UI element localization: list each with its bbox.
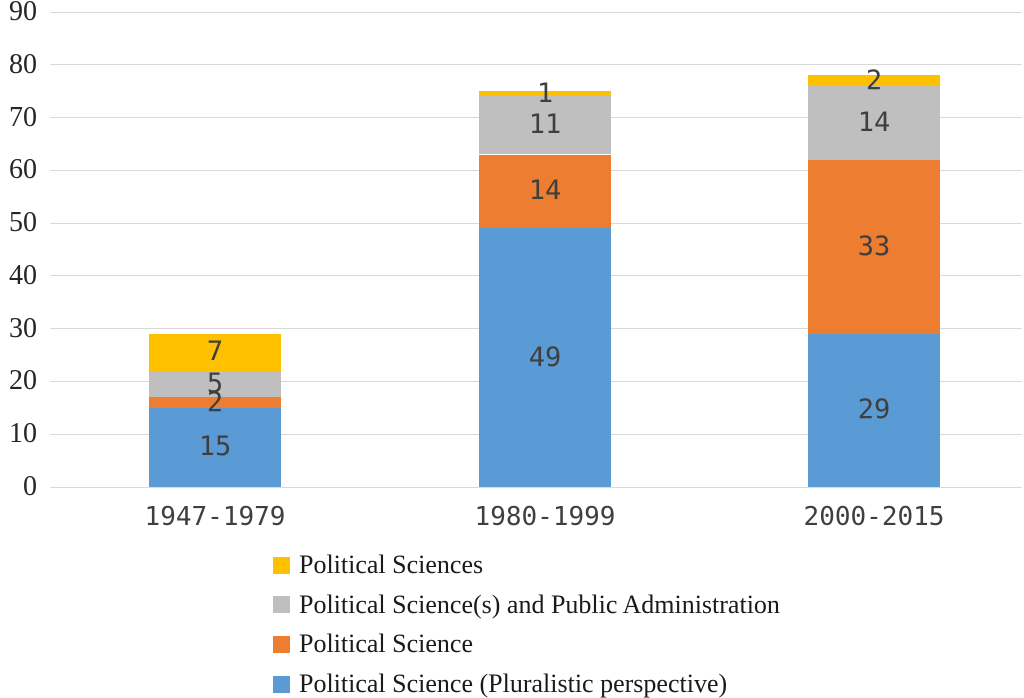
y-axis-tick-label: 90 xyxy=(9,0,37,27)
bar-segment xyxy=(808,159,940,334)
data-label: 14 xyxy=(528,175,562,207)
bar-segment xyxy=(149,333,281,371)
y-axis-tick-label: 0 xyxy=(23,471,37,502)
y-axis-tick-label: 70 xyxy=(9,101,37,133)
data-label: 11 xyxy=(528,109,562,141)
bar-segment xyxy=(149,397,281,408)
bar-segment xyxy=(479,228,611,487)
gridline xyxy=(50,11,1022,13)
bar-segment xyxy=(149,407,281,487)
legend-label: Political Science xyxy=(299,629,474,659)
legend: Political Sciences Political Science(s) a… xyxy=(273,551,1013,698)
bar-segment xyxy=(479,154,611,229)
y-axis-tick-label: 50 xyxy=(9,207,37,239)
x-axis-category-label: 1947-1979 xyxy=(144,502,286,532)
legend-label: Political Science (Pluralistic perspecti… xyxy=(299,669,728,698)
data-label: 2 xyxy=(865,64,883,96)
data-label: 29 xyxy=(857,394,891,426)
bar-segment xyxy=(808,85,940,160)
bar-segment xyxy=(149,370,281,398)
y-axis-tick-label: 20 xyxy=(9,365,37,397)
legend-label: Political Science(s) and Public Administ… xyxy=(299,589,780,619)
data-label: 33 xyxy=(857,230,891,262)
y-axis-tick-label: 80 xyxy=(9,48,37,80)
y-axis-tick-label: 60 xyxy=(9,154,37,186)
data-label: 15 xyxy=(198,431,232,463)
legend-item: Political Science (Pluralistic perspecti… xyxy=(273,670,727,698)
legend-swatch xyxy=(273,635,290,653)
legend-swatch xyxy=(273,596,290,614)
bar-segment xyxy=(479,91,611,97)
legend-item: Political Science(s) and Public Administ… xyxy=(273,589,780,619)
legend-swatch xyxy=(273,556,290,574)
y-axis-tick-label: 30 xyxy=(9,312,37,344)
legend-item: Political Sciences xyxy=(273,551,483,579)
gridline xyxy=(50,486,1022,488)
data-label: 5 xyxy=(206,368,224,400)
x-axis-category-label: 1980-1999 xyxy=(474,502,616,532)
bar-segment xyxy=(479,96,611,155)
legend-item: Political Science xyxy=(273,630,473,658)
bar-segment xyxy=(808,333,940,487)
data-label: 2 xyxy=(206,386,224,418)
legend-swatch xyxy=(273,675,290,693)
x-axis-category-label: 2000-2015 xyxy=(803,502,945,532)
y-axis-tick-label: 40 xyxy=(9,259,37,291)
data-label: 1 xyxy=(536,77,554,109)
bar-segment xyxy=(808,75,940,86)
y-axis-tick-label: 10 xyxy=(9,418,37,450)
data-label: 7 xyxy=(206,336,224,368)
legend-label: Political Sciences xyxy=(299,550,484,579)
data-label: 49 xyxy=(528,341,562,373)
gridline xyxy=(50,64,1022,66)
data-label: 14 xyxy=(857,106,891,138)
